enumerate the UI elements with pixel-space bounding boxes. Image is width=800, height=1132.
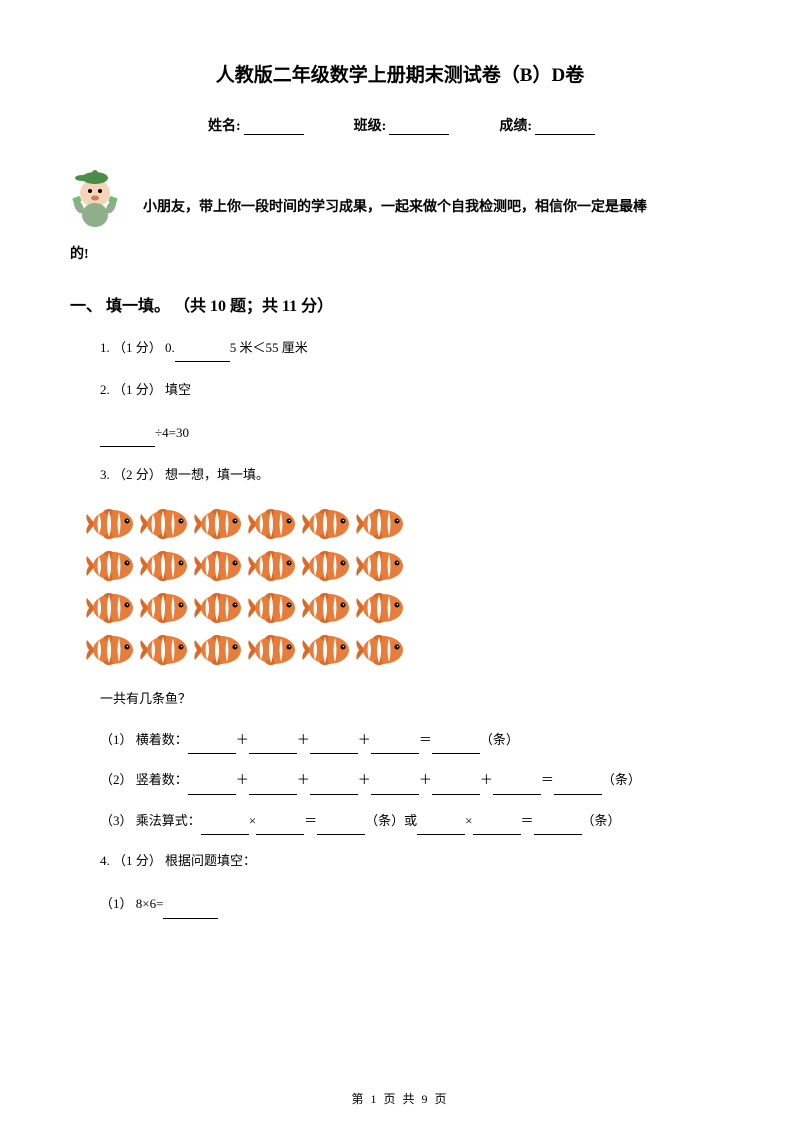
question-1: 1. （1 分） 0. 5 米＜55 厘米 bbox=[100, 334, 730, 363]
blank[interactable] bbox=[188, 738, 236, 754]
fish-row bbox=[85, 588, 730, 628]
q3-sub1-prefix: （1） 横着数： bbox=[100, 732, 188, 747]
blank[interactable] bbox=[432, 779, 480, 795]
fish-icon bbox=[355, 588, 407, 628]
unit: （条） bbox=[602, 772, 641, 787]
blank[interactable] bbox=[417, 819, 465, 835]
q2-suffix: ÷4=30 bbox=[155, 425, 189, 440]
fish-icon bbox=[139, 546, 191, 586]
q1-suffix: 5 米＜55 厘米 bbox=[230, 340, 308, 355]
q1-prefix: 1. （1 分） 0. bbox=[100, 340, 175, 355]
fish-icon bbox=[301, 546, 353, 586]
score-blank[interactable] bbox=[535, 119, 595, 135]
fish-icon bbox=[139, 504, 191, 544]
q3-sub1: （1） 横着数：＋＋＋＝（条） bbox=[100, 726, 730, 755]
fish-row bbox=[85, 630, 730, 670]
fish-icon bbox=[301, 588, 353, 628]
fish-icon bbox=[301, 504, 353, 544]
fish-row bbox=[85, 546, 730, 586]
blank[interactable] bbox=[371, 738, 419, 754]
blank[interactable] bbox=[256, 819, 304, 835]
blank[interactable] bbox=[493, 779, 541, 795]
q4-blank[interactable] bbox=[163, 903, 218, 919]
question-4-header: 4. （1 分） 根据问题填空： bbox=[100, 847, 730, 876]
fish-icon bbox=[85, 588, 137, 628]
fish-icon bbox=[355, 630, 407, 670]
q3-sub2: （2） 竖着数：＋＋＋＋＋＝（条） bbox=[100, 766, 730, 795]
blank[interactable] bbox=[432, 738, 480, 754]
fish-icon bbox=[139, 630, 191, 670]
blank[interactable] bbox=[310, 779, 358, 795]
q3-subtitle: 一共有几条鱼？ bbox=[100, 685, 730, 714]
q3-sub3-prefix: （3） 乘法算式： bbox=[100, 813, 201, 828]
fish-icon bbox=[193, 630, 245, 670]
exam-title: 人教版二年级数学上册期末测试卷（B）D卷 bbox=[70, 60, 730, 87]
fish-icon bbox=[247, 588, 299, 628]
unit: （条） bbox=[480, 732, 519, 747]
blank[interactable] bbox=[249, 779, 297, 795]
name-blank[interactable] bbox=[244, 119, 304, 135]
question-3-header: 3. （2 分） 想一想，填一填。 bbox=[100, 461, 730, 490]
question-2-line2: ÷4=30 bbox=[100, 419, 730, 448]
fish-icon bbox=[301, 630, 353, 670]
class-blank[interactable] bbox=[389, 119, 449, 135]
fish-icon bbox=[85, 630, 137, 670]
fish-icon bbox=[247, 504, 299, 544]
fish-icon bbox=[139, 588, 191, 628]
blank[interactable] bbox=[249, 738, 297, 754]
fish-icon bbox=[355, 504, 407, 544]
fish-grid bbox=[85, 504, 730, 670]
q2-blank[interactable] bbox=[100, 431, 155, 447]
fish-icon bbox=[247, 546, 299, 586]
blank[interactable] bbox=[371, 779, 419, 795]
score-label: 成绩: bbox=[499, 115, 532, 135]
q3-sub2-prefix: （2） 竖着数： bbox=[100, 772, 188, 787]
section-1-header: 一、 填一填。 （共 10 题；共 11 分） bbox=[70, 292, 730, 316]
fish-icon bbox=[355, 546, 407, 586]
question-2-line1: 2. （1 分） 填空 bbox=[100, 376, 730, 405]
blank[interactable] bbox=[473, 819, 521, 835]
fish-icon bbox=[193, 588, 245, 628]
q4-sub1: （1） 8×6= bbox=[100, 890, 730, 919]
fish-icon bbox=[247, 630, 299, 670]
blank[interactable] bbox=[317, 819, 365, 835]
fish-icon bbox=[193, 504, 245, 544]
q3-sub3: （3） 乘法算式：×＝（条）或×＝（条） bbox=[100, 807, 730, 836]
intro-text-2: 的! bbox=[70, 238, 730, 272]
q1-blank[interactable] bbox=[175, 346, 230, 362]
blank[interactable] bbox=[310, 738, 358, 754]
student-info-line: 姓名: 班级: 成绩: bbox=[70, 115, 730, 135]
class-label: 班级: bbox=[354, 115, 387, 135]
q4-sub1-text: （1） 8×6= bbox=[100, 896, 163, 911]
blank[interactable] bbox=[188, 779, 236, 795]
fish-row bbox=[85, 504, 730, 544]
intro-text-1: 小朋友，带上你一段时间的学习成果，一起来做个自我检测吧，相信你一定是最棒 bbox=[143, 191, 647, 230]
blank[interactable] bbox=[201, 819, 249, 835]
fish-icon bbox=[193, 546, 245, 586]
name-label: 姓名: bbox=[208, 115, 241, 135]
blank[interactable] bbox=[534, 819, 582, 835]
intro-row: 小朋友，带上你一段时间的学习成果，一起来做个自我检测吧，相信你一定是最棒 bbox=[70, 165, 730, 230]
page-footer: 第 1 页 共 9 页 bbox=[0, 1090, 800, 1107]
fish-icon bbox=[85, 504, 137, 544]
blank[interactable] bbox=[554, 779, 602, 795]
fish-icon bbox=[85, 546, 137, 586]
child-avatar-icon bbox=[65, 165, 125, 230]
unit: （条） bbox=[582, 813, 621, 828]
unit: （条） bbox=[365, 813, 404, 828]
